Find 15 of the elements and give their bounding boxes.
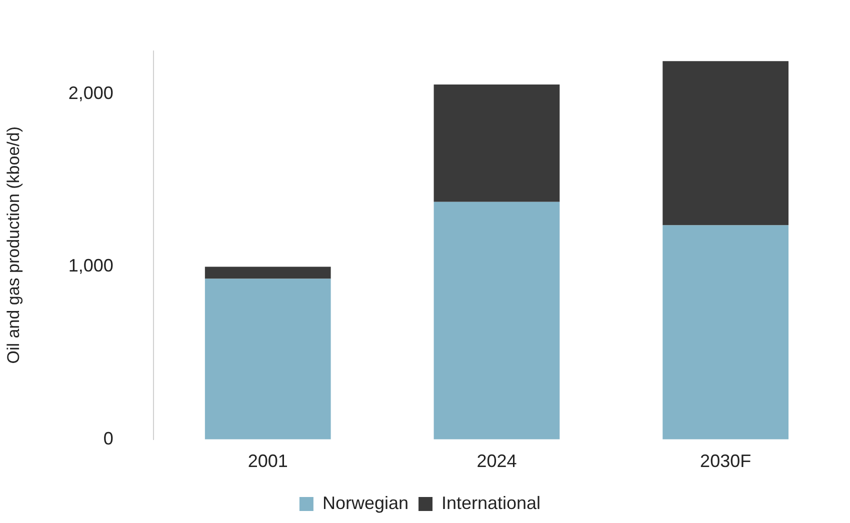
x-tick-label: 2024 [476,451,517,472]
bar [204,278,331,440]
legend-label: International [441,492,541,513]
bar [434,202,560,440]
bar [204,266,331,279]
x-tick-label: 2030F [700,451,752,472]
y-axis-title: Oil and gas production (kboe/d) [4,126,23,364]
bar [434,84,560,202]
x-tick-label: 2001 [248,451,288,472]
y-tick-label: 2,000 [68,82,114,103]
y-tick-label: 1,000 [68,256,114,276]
legend-label: Norwegian [322,492,408,513]
bar [662,61,789,226]
bar [662,225,789,440]
y-tick-label: 0 [103,428,114,448]
